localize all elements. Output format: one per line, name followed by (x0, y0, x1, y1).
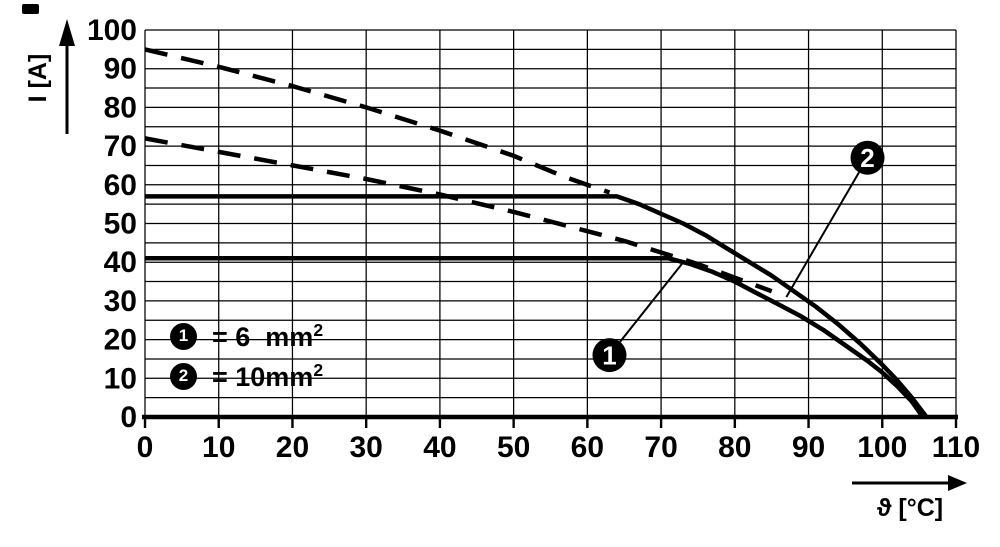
callout-circle-1 (592, 338, 627, 373)
y-tick-label: 60 (104, 169, 137, 202)
x-tick-label: 110 (932, 431, 980, 464)
series-derated-10mm2-solid-curve-2 (145, 194, 929, 419)
x-tick-label: 40 (423, 431, 456, 464)
legend-marker-1-number: 1 (178, 326, 189, 345)
x-tick-labels: 0 10 20 30 40 50 60 70 80 90 100 110 (137, 431, 981, 464)
legend-marker-2: 2 (170, 362, 197, 390)
callout-label-1: 1 (602, 340, 616, 370)
y-tick-label: 0 (120, 401, 137, 434)
x-tick-label: 80 (718, 431, 751, 464)
series-derated-6mm2-solid-curve-1 (145, 256, 925, 419)
legend-superscript: 2 (313, 319, 324, 340)
y-tick-label: 100 (87, 14, 137, 47)
x-axis-arrow-icon (852, 475, 967, 491)
y-tick-label: 30 (104, 285, 137, 318)
legend-item-10mm2: 2 = 10mm2 (170, 359, 324, 392)
callout-label-2: 2 (860, 143, 874, 173)
x-tick-label: 90 (792, 431, 825, 464)
x-tick-label: 60 (571, 431, 604, 464)
y-tick-label: 90 (104, 53, 137, 86)
callout-circle-2 (850, 140, 885, 175)
x-axis (142, 414, 958, 428)
y-tick-label: 70 (104, 130, 137, 163)
legend-label-10mm2: = 10mm2 (212, 359, 324, 392)
y-tick-label: 80 (104, 91, 137, 124)
x-tick-label: 20 (276, 431, 309, 464)
x-tick-label: 50 (497, 431, 530, 464)
legend-marker-2-number: 2 (178, 366, 189, 385)
series-capacity-6mm2-dashed (144, 136, 773, 294)
y-tick-label: 50 (104, 208, 137, 241)
series-capacity-10mm2-dashed (144, 47, 611, 195)
y-tick-labels: 0 10 20 30 40 50 60 70 80 90 100 (87, 14, 137, 434)
corner-mark (22, 4, 39, 14)
y-axis-arrow-icon (59, 19, 75, 134)
y-tick-label: 40 (104, 246, 137, 279)
legend: 1 = 6 mm2 2 = 10mm2 (170, 319, 324, 392)
x-tick-label: 30 (349, 431, 382, 464)
x-tick-label: 0 (137, 431, 154, 464)
x-tick-label: 100 (857, 431, 907, 464)
legend-marker-1: 1 (170, 322, 197, 350)
x-axis-label: ϑ [°C] (876, 494, 944, 522)
callout-leader-1 (619, 261, 684, 343)
x-tick-label: 10 (202, 431, 235, 464)
legend-superscript: 2 (313, 359, 324, 380)
y-axis-label: I [A] (24, 53, 52, 103)
legend-item-6mm2: 1 = 6 mm2 (170, 319, 324, 352)
gridlines (144, 29, 957, 418)
y-tick-label: 20 (104, 324, 137, 357)
legend-label-6mm2: = 6 mm2 (212, 319, 324, 352)
callout-leader-2 (785, 171, 860, 298)
x-tick-label: 70 (644, 431, 677, 464)
y-tick-label: 10 (104, 362, 137, 395)
